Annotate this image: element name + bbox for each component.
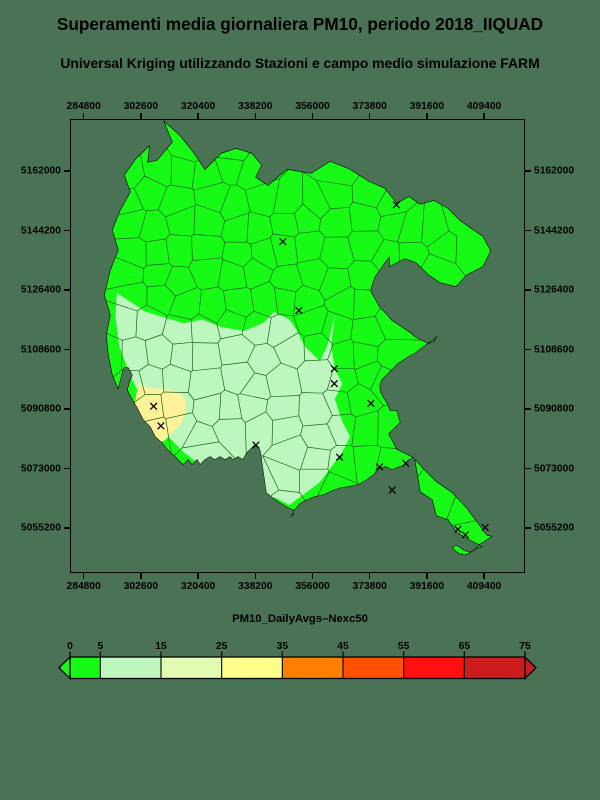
svg-text:0: 0 <box>67 641 73 652</box>
svg-text:45: 45 <box>337 641 349 652</box>
svg-text:55: 55 <box>398 641 410 652</box>
svg-text:5: 5 <box>97 641 103 652</box>
svg-text:15: 15 <box>155 641 167 652</box>
svg-text:65: 65 <box>459 641 471 652</box>
svg-text:25: 25 <box>216 641 228 652</box>
svg-text:75: 75 <box>519 641 531 652</box>
svg-text:35: 35 <box>277 641 289 652</box>
